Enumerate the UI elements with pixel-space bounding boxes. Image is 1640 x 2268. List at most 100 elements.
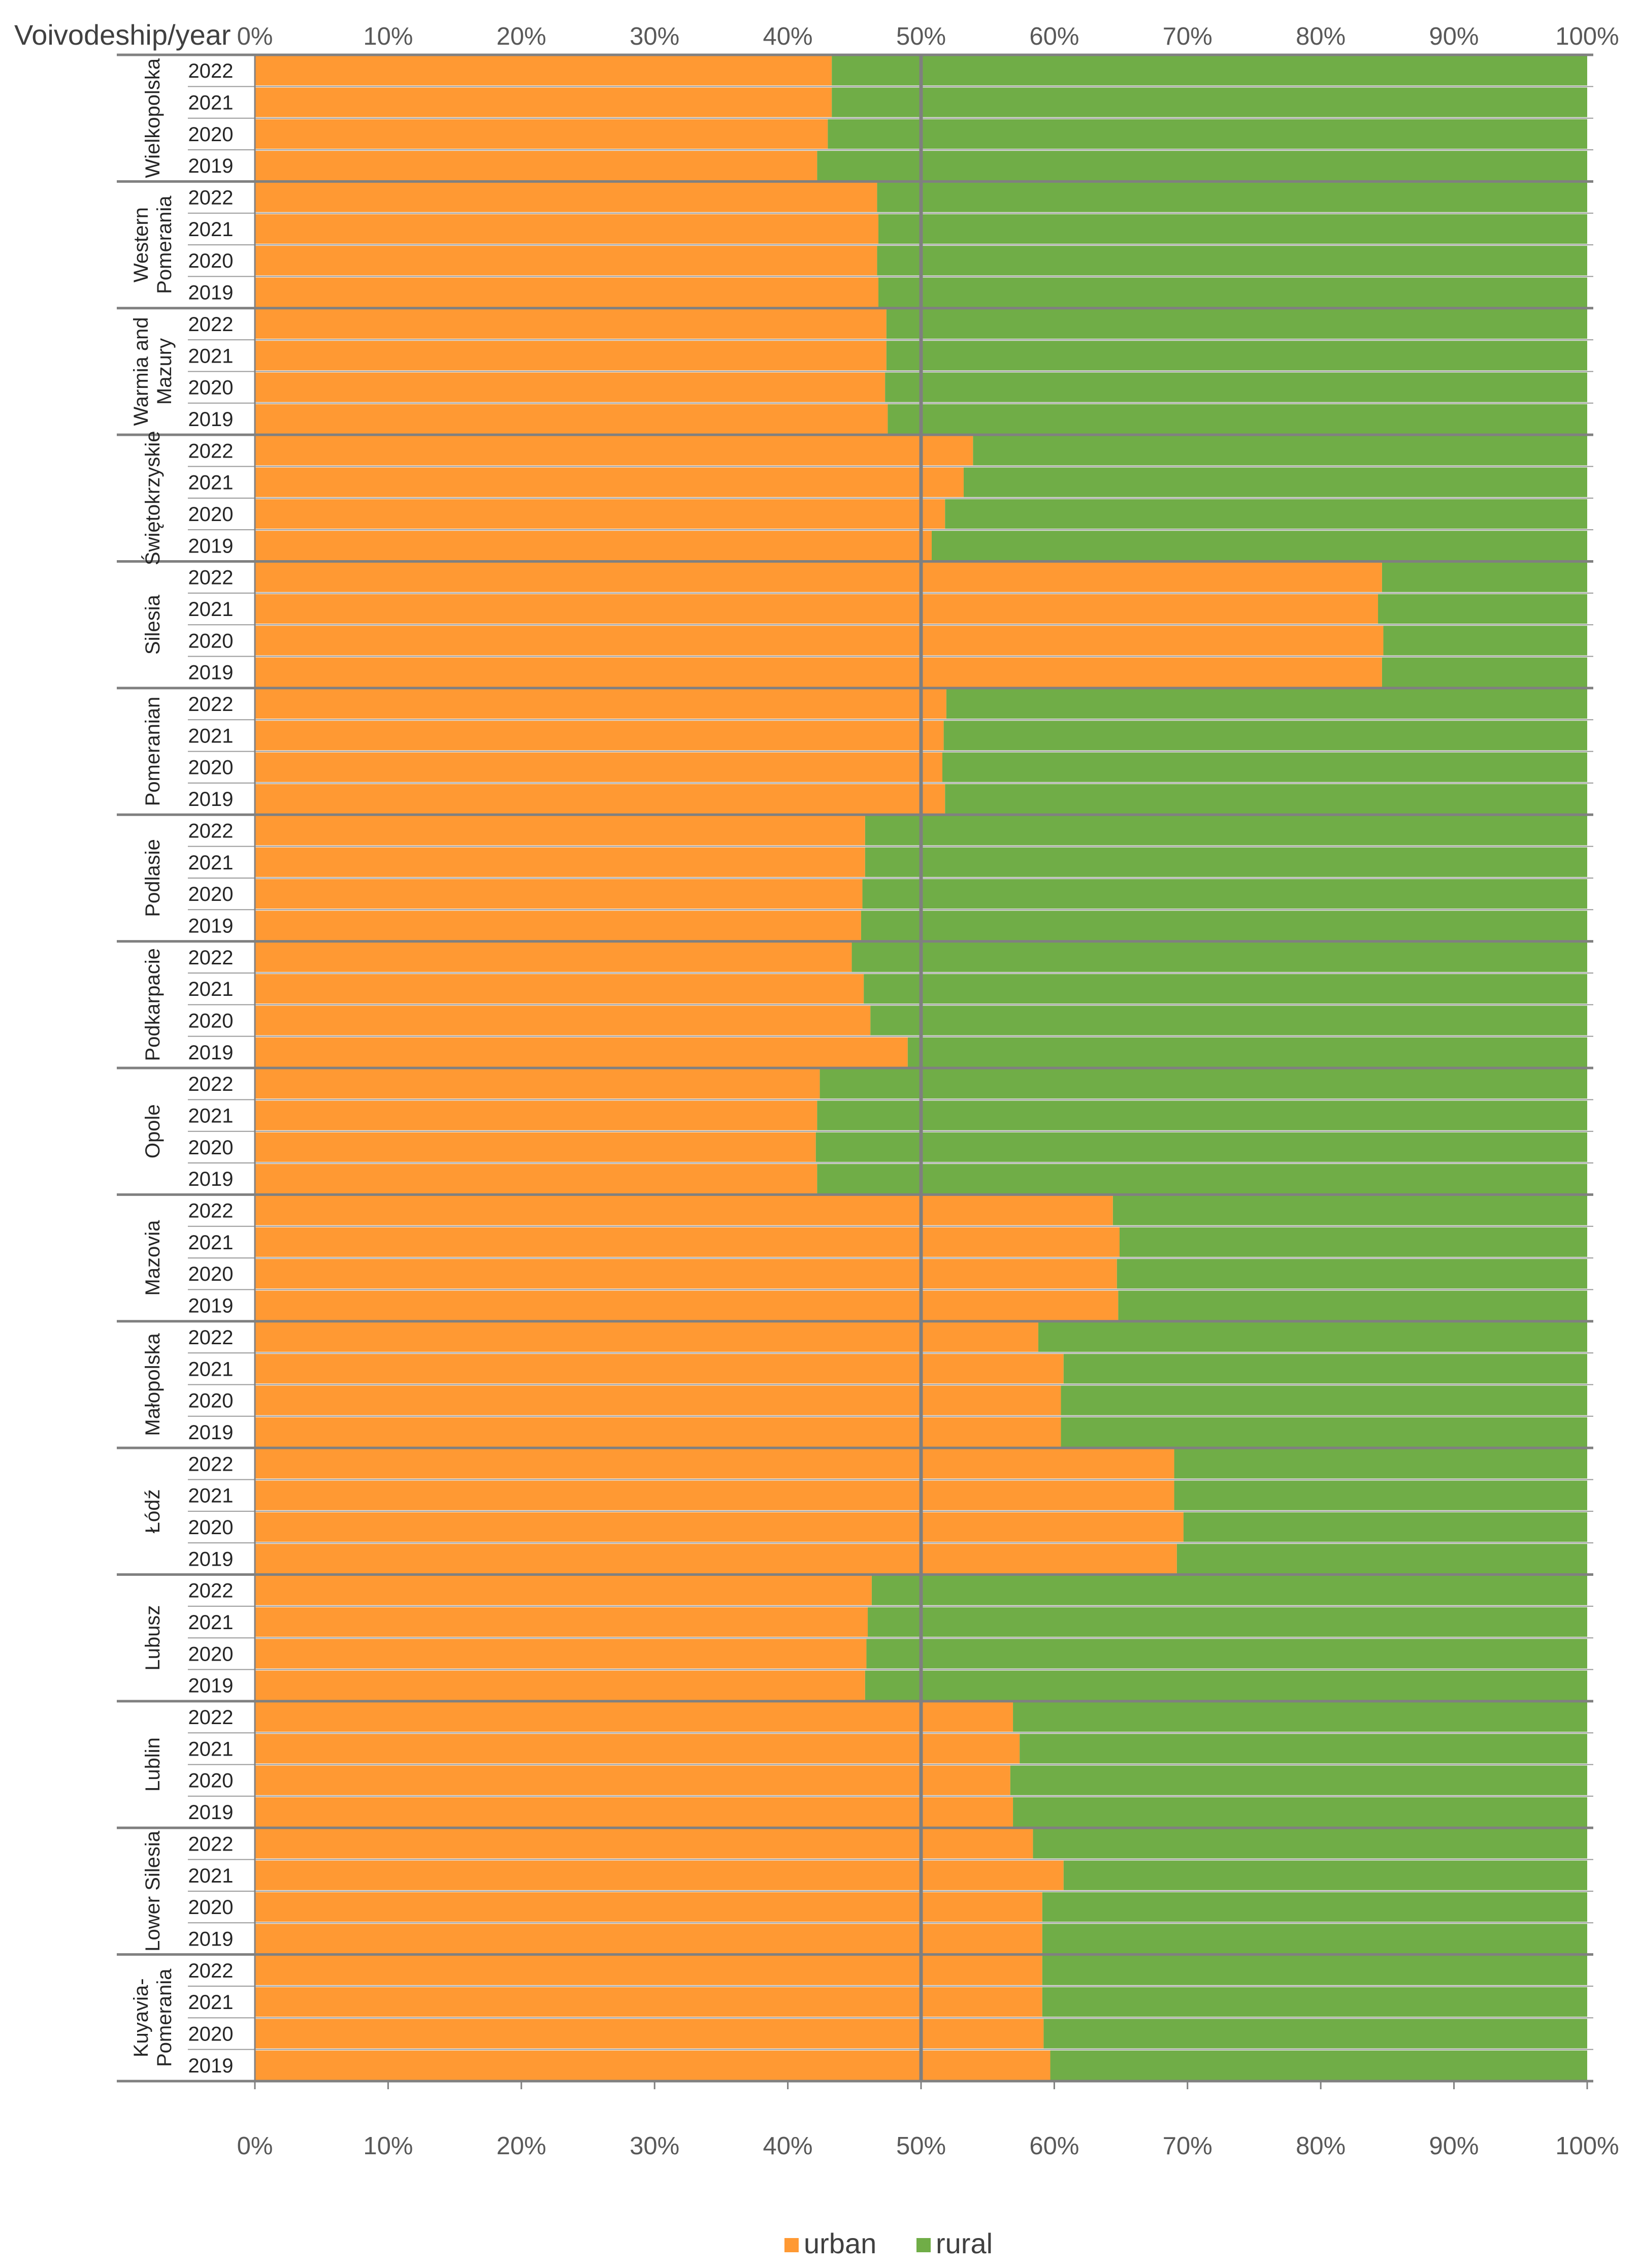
bar-urban [255,1860,1064,1890]
year-label: 2020 [188,757,234,779]
bar-urban [255,1924,1042,1954]
bar-urban [255,182,877,212]
bar-rural [1174,1449,1587,1479]
bar-urban [255,1322,1038,1352]
legend-swatch-rural [916,2238,931,2252]
year-label: 2022 [188,947,234,969]
year-label: 2020 [188,1137,234,1159]
year-label: 2021 [188,1738,234,1760]
year-label: 2019 [188,1801,234,1824]
voivodeship-label-line: Warmia and [130,317,152,426]
bar-urban [255,1164,817,1194]
bar-rural [877,182,1587,212]
bar-urban [255,594,1379,624]
axis-layer [254,55,1588,2089]
bar-urban [255,689,946,719]
x-tick-label-top: 100% [1555,23,1619,50]
year-label: 2019 [188,1421,234,1444]
voivodeship-label: Kuyavia-Pomerania [130,1968,176,2067]
bar-rural [1176,1544,1587,1574]
x-tick-label-top: 70% [1163,23,1212,50]
x-tick-label-top: 30% [630,23,679,50]
bar-rural [817,1164,1587,1194]
bar-rural [945,499,1587,529]
voivodeship-label-line: Pomerania [153,1968,176,2067]
year-label: 2019 [188,408,234,431]
bar-rural [1013,1797,1587,1827]
year-label: 2019 [188,282,234,304]
bar-rural [963,467,1587,497]
year-label: 2020 [188,1263,234,1285]
x-tick-label-top: 90% [1429,23,1479,50]
year-label: 2022 [188,567,234,589]
year-label: 2020 [188,1896,234,1919]
year-label: 2020 [188,1643,234,1665]
year-label: 2020 [188,250,234,272]
bar-rural [865,847,1587,877]
bar-rural [1118,1290,1587,1320]
x-tick-label-bottom: 40% [763,2132,813,2160]
year-label: 2020 [188,1516,234,1539]
bar-rural [864,974,1587,1004]
bar-urban [255,657,1382,687]
bar-urban [255,1544,1177,1574]
bar-urban [255,626,1384,656]
bar-rural [1383,626,1587,656]
bar-rural [832,87,1587,117]
year-label: 2021 [188,218,234,241]
bar-urban [255,816,865,846]
x-tick-label-bottom: 60% [1029,2132,1079,2160]
bar-urban [255,1639,867,1669]
label-layer: 0% 0% 10% 10% 20% 20% 30% 30% 40% 40% 50% 50% 60% 60%… [14,19,1619,2160]
year-label: 2019 [188,1295,234,1317]
bar-rural [865,1670,1587,1700]
bar-rural [865,816,1587,846]
bar-urban [255,1607,868,1637]
x-tick-label-bottom: 70% [1163,2132,1212,2160]
bar-urban [255,214,879,244]
bar-urban [255,1702,1013,1732]
bar-rural [1378,594,1587,624]
year-label: 2022 [188,313,234,336]
year-label: 2020 [188,377,234,399]
bar-urban [255,309,887,339]
x-tick-label-bottom: 100% [1555,2132,1619,2160]
voivodeship-label-line: Silesia [142,595,164,655]
bar-urban [255,1797,1013,1827]
bar-urban [255,1227,1120,1257]
bar-urban [255,1069,820,1099]
year-label: 2022 [188,693,234,716]
bar-urban [255,942,852,972]
x-tick-label-top: 0% [237,23,273,50]
year-label: 2021 [188,978,234,1000]
year-label: 2022 [188,187,234,209]
bar-rural [1038,1322,1587,1352]
x-tick-label-top: 10% [363,23,413,50]
legend-label-urban: urban [804,2227,876,2259]
bar-urban [255,2019,1044,2049]
x-tick-label-bottom: 80% [1296,2132,1346,2160]
bar-layer [255,56,1587,2080]
year-label: 2019 [188,1548,234,1570]
x-tick-label-bottom: 20% [497,2132,546,2160]
bar-rural [946,689,1587,719]
voivodeship-label: Lublin [142,1737,164,1792]
bar-rural [1043,2019,1587,2049]
bar-urban [255,499,945,529]
year-label: 2021 [188,472,234,494]
bar-rural [931,531,1587,561]
bar-urban [255,87,832,117]
bar-urban [255,1670,865,1700]
x-tick-label-top: 50% [896,23,946,50]
bar-rural [862,879,1587,909]
year-label: 2022 [188,1200,234,1222]
year-label: 2020 [188,1010,234,1032]
year-label: 2021 [188,1485,234,1507]
voivodeship-label-line: Lower Silesia [142,1830,164,1952]
voivodeship-label: Mazovia [142,1220,164,1296]
bar-rural [1112,1195,1587,1225]
voivodeship-label: Opole [142,1104,164,1158]
voivodeship-label-line: Opole [142,1104,164,1158]
bar-urban [255,1290,1119,1320]
bar-urban [255,56,832,86]
